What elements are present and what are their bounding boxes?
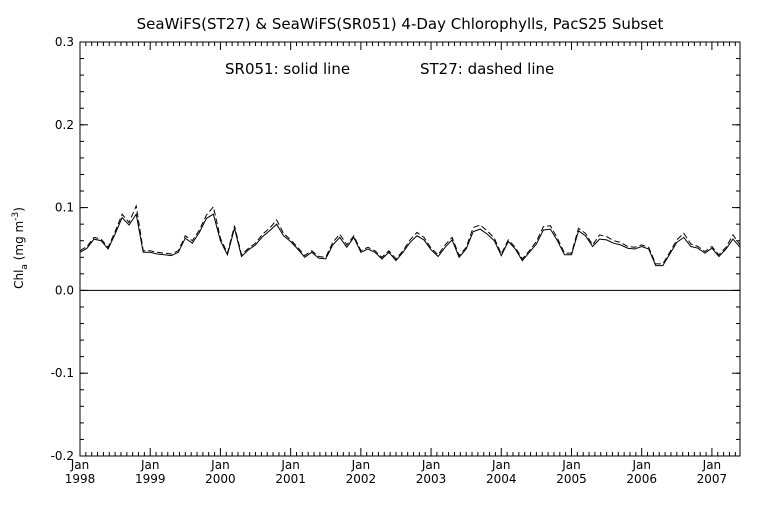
y-axis-label: Chla (mg m-3)	[11, 207, 30, 289]
data-series	[79, 204, 741, 267]
axis-ticks: 0.30.20.10.0-0.1-0.2Jan1998Jan1999Jan200…	[51, 35, 740, 486]
x-tick-month-label: Jan	[140, 458, 160, 472]
x-tick-month-label: Jan	[491, 458, 511, 472]
x-tick-year-label: 2001	[275, 472, 306, 486]
x-tick-year-label: 2000	[205, 472, 236, 486]
y-tick-label: -0.1	[51, 366, 74, 380]
solid-line-legend-note: SR051: solid line	[225, 60, 350, 78]
x-tick-month-label: Jan	[210, 458, 230, 472]
x-tick-year-label: 2007	[697, 472, 728, 486]
plot-frame	[79, 41, 741, 457]
y-label-unit-end: )	[12, 207, 26, 212]
x-tick-year-label: 2006	[626, 472, 657, 486]
x-tick-month-label: Jan	[280, 458, 300, 472]
y-tick-label: -0.2	[51, 449, 74, 463]
chart-title: SeaWiFS(ST27) & SeaWiFS(SR051) 4-Day Chl…	[137, 15, 664, 33]
sr051-solid-line	[79, 212, 741, 267]
x-tick-month-label: Jan	[70, 458, 90, 472]
y-tick-label: 0.2	[55, 118, 74, 132]
y-label-sub: a	[20, 264, 30, 270]
st27-dashed-line	[79, 204, 741, 265]
x-tick-year-label: 2004	[486, 472, 517, 486]
x-tick-year-label: 2005	[556, 472, 587, 486]
dashed-line-legend-note: ST27: dashed line	[420, 60, 554, 78]
y-tick-label: 0.3	[55, 35, 74, 49]
y-label-unit: (mg m	[12, 221, 26, 264]
x-tick-year-label: 2002	[346, 472, 377, 486]
x-tick-month-label: Jan	[561, 458, 581, 472]
y-tick-label: 0.1	[55, 201, 74, 215]
x-tick-year-label: 1999	[135, 472, 166, 486]
x-tick-month-label: Jan	[351, 458, 371, 472]
y-tick-label: 0.0	[55, 283, 74, 297]
x-tick-month-label: Jan	[421, 458, 441, 472]
x-tick-year-label: 2003	[416, 472, 447, 486]
y-label-sup: -3	[11, 212, 21, 221]
y-label-main: Chl	[12, 270, 26, 289]
x-tick-month-label: Jan	[631, 458, 651, 472]
x-tick-year-label: 1998	[65, 472, 96, 486]
x-tick-month-label: Jan	[702, 458, 722, 472]
